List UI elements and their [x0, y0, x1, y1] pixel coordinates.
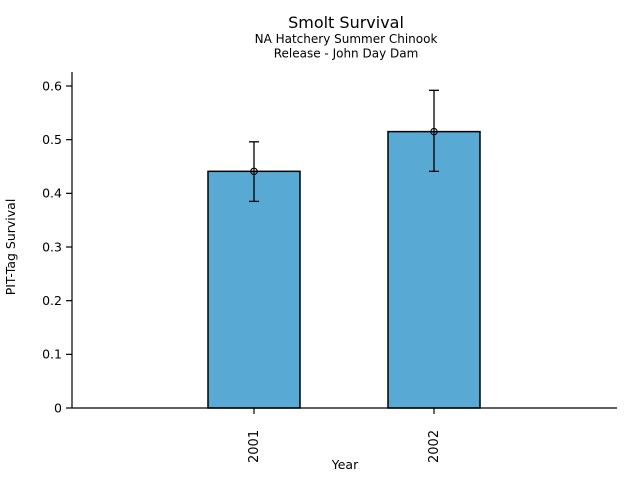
point-marker-2002 [430, 127, 438, 136]
y-tick-label: 0.3 [42, 239, 62, 254]
y-axis-label: PIT-Tag Survival [3, 199, 18, 296]
y-tick-label: 0.6 [42, 78, 62, 93]
y-tick-label: 0.2 [42, 293, 62, 308]
plot-area: 0 0.1 0.2 0.3 0.4 0.5 0.6 2001 2002 [42, 72, 617, 463]
chart-title: Smolt Survival [288, 13, 404, 32]
point-marker-2001 [250, 167, 258, 176]
chart-subtitle-line1: NA Hatchery Summer Chinook [255, 32, 438, 46]
y-tick-label: 0.4 [42, 186, 62, 201]
chart-subtitle-line2: Release - John Day Dam [274, 47, 419, 61]
y-tick-label: 0.1 [42, 347, 62, 362]
x-axis-label: Year [331, 457, 359, 472]
x-tick-label-2001: 2001 [247, 430, 262, 463]
y-tick-label: 0.5 [42, 132, 62, 147]
bar-2002 [387, 130, 481, 409]
bar-2001 [207, 170, 301, 409]
y-tick-label: 0 [54, 400, 62, 415]
x-tick-label-2002: 2002 [427, 430, 442, 463]
